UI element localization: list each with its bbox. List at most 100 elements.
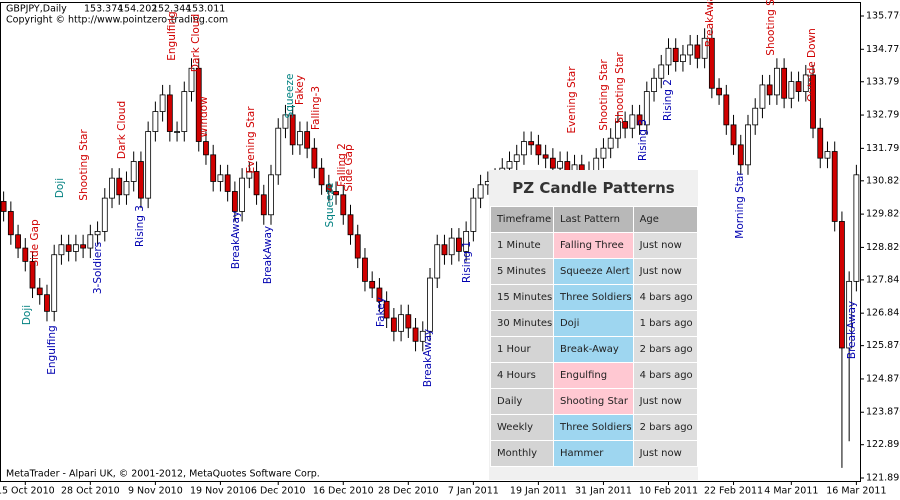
candle-body: [333, 191, 339, 196]
pattern-label: Squeeze: [284, 74, 296, 119]
candle-body: [506, 161, 513, 169]
pattern-label: Side Gap: [343, 144, 355, 192]
candle-body: [701, 37, 708, 59]
candle-body: [752, 107, 759, 126]
table-cell: 1 Minute: [490, 232, 554, 259]
pattern-label: BreakAway: [704, 0, 716, 47]
pattern-label: Fakey: [294, 75, 306, 105]
candle-body: [846, 280, 853, 349]
candle-body: [36, 287, 43, 296]
pattern-label: Window: [198, 96, 210, 138]
candle-body: [58, 244, 65, 256]
y-tick-label: 122.895: [866, 439, 900, 450]
pattern-label: Rising 2: [662, 79, 674, 121]
table-cell: Hammer: [552, 440, 634, 467]
table-cell: 30 Minutes: [490, 310, 554, 337]
candle-body: [853, 174, 860, 282]
y-tick-label: 129.820: [866, 209, 900, 220]
pattern-label: BreakAway: [422, 329, 434, 387]
candle-body: [622, 121, 629, 129]
table-cell: 1 Hour: [490, 336, 554, 363]
x-tick-label: 16 Mar 2011: [826, 486, 886, 497]
table-cell: 4 Hours: [490, 362, 554, 389]
candle-body: [477, 184, 484, 199]
candle-body: [246, 171, 253, 179]
candle-body: [723, 94, 730, 126]
y-tick-label: 128.820: [866, 242, 900, 253]
x-tick-label: 7 Jan 2011: [448, 486, 499, 497]
candle-body: [224, 174, 231, 192]
table-cell: Just now: [632, 440, 699, 467]
candle-body: [275, 127, 282, 176]
candle-body: [687, 44, 694, 56]
pattern-label: Doji: [21, 305, 33, 325]
x-tick-label: 19 Nov 2010: [190, 486, 251, 497]
candle-body: [123, 181, 130, 196]
candle-body: [549, 157, 556, 169]
candle-body: [434, 244, 441, 279]
table-cell: 1 bars ago: [632, 310, 699, 337]
table-cell: Daily: [490, 388, 554, 415]
candle-body: [260, 194, 267, 216]
symbol: GBPJPY,Daily: [6, 4, 67, 15]
candle-body: [282, 114, 289, 129]
quote: 152.344: [152, 4, 191, 15]
table-cell: Just now: [632, 258, 699, 285]
quote: 153.374: [84, 4, 123, 15]
table-row: 4 Hours Engulfing 4 bars ago: [490, 362, 699, 389]
candle-body: [72, 244, 79, 252]
y-tick-label: 121.895: [866, 473, 900, 484]
candle-body: [210, 154, 217, 182]
table-cell: Shooting Star: [552, 388, 634, 415]
pattern-label: Dark Cloud: [190, 14, 202, 72]
candle-body: [817, 127, 824, 159]
candle-body: [231, 191, 238, 212]
table-row: 1 Minute Falling Three Just now: [490, 232, 699, 259]
candle-body: [138, 161, 144, 199]
candle-body: [607, 137, 614, 149]
candle-body: [708, 37, 715, 89]
candle-body: [159, 94, 166, 112]
table-row: 1 Hour Break-Away 2 bars ago: [490, 336, 699, 363]
candle-body: [369, 280, 376, 289]
candle-body: [195, 67, 202, 142]
x-tick-label: 4 Mar 2011: [764, 486, 818, 497]
pattern-label: Shooting Star: [598, 59, 610, 131]
candle-body: [376, 287, 383, 302]
table-cell: Three Soldiers: [552, 414, 634, 441]
candle-body: [730, 124, 737, 146]
y-tick-label: 125.870: [866, 340, 900, 351]
table-cell: 2 bars ago: [632, 414, 699, 441]
candle-body: [759, 84, 766, 109]
quote: 154.202: [118, 4, 157, 15]
y-tick-label: 132.795: [866, 110, 900, 121]
candle-body: [672, 47, 679, 63]
candle-body: [542, 154, 549, 159]
table-cell: Just now: [632, 388, 699, 415]
candle-body: [268, 174, 274, 216]
table-cell: Weekly: [490, 414, 554, 441]
candle-body: [65, 244, 72, 252]
pattern-label: Outside Down: [806, 28, 818, 102]
candle-body: [109, 177, 115, 199]
candle-body: [152, 111, 159, 132]
candle-body: [7, 211, 14, 236]
header-row: Timeframe Last Pattern Age: [490, 206, 699, 233]
candle-body: [390, 317, 397, 332]
candle-body: [383, 300, 390, 319]
candle-body: [174, 131, 180, 133]
table-row: Daily Shooting Star Just now: [490, 388, 699, 415]
x-tick-label: 10 Feb 2011: [639, 486, 698, 497]
candle-body: [188, 67, 195, 92]
pattern-label: Doji: [54, 178, 66, 198]
pattern-table: Timeframe Last Pattern Age 1 Minute Falling …: [490, 206, 699, 467]
pattern-label: Fakey: [375, 297, 387, 327]
x-tick-label: 22 Feb 2011: [704, 486, 763, 497]
candle-body: [94, 231, 101, 236]
candle-body: [680, 54, 686, 63]
candle-body: [405, 314, 412, 329]
candle-body: [398, 314, 404, 332]
x-tick-label: 6 Dec 2010: [251, 486, 306, 497]
